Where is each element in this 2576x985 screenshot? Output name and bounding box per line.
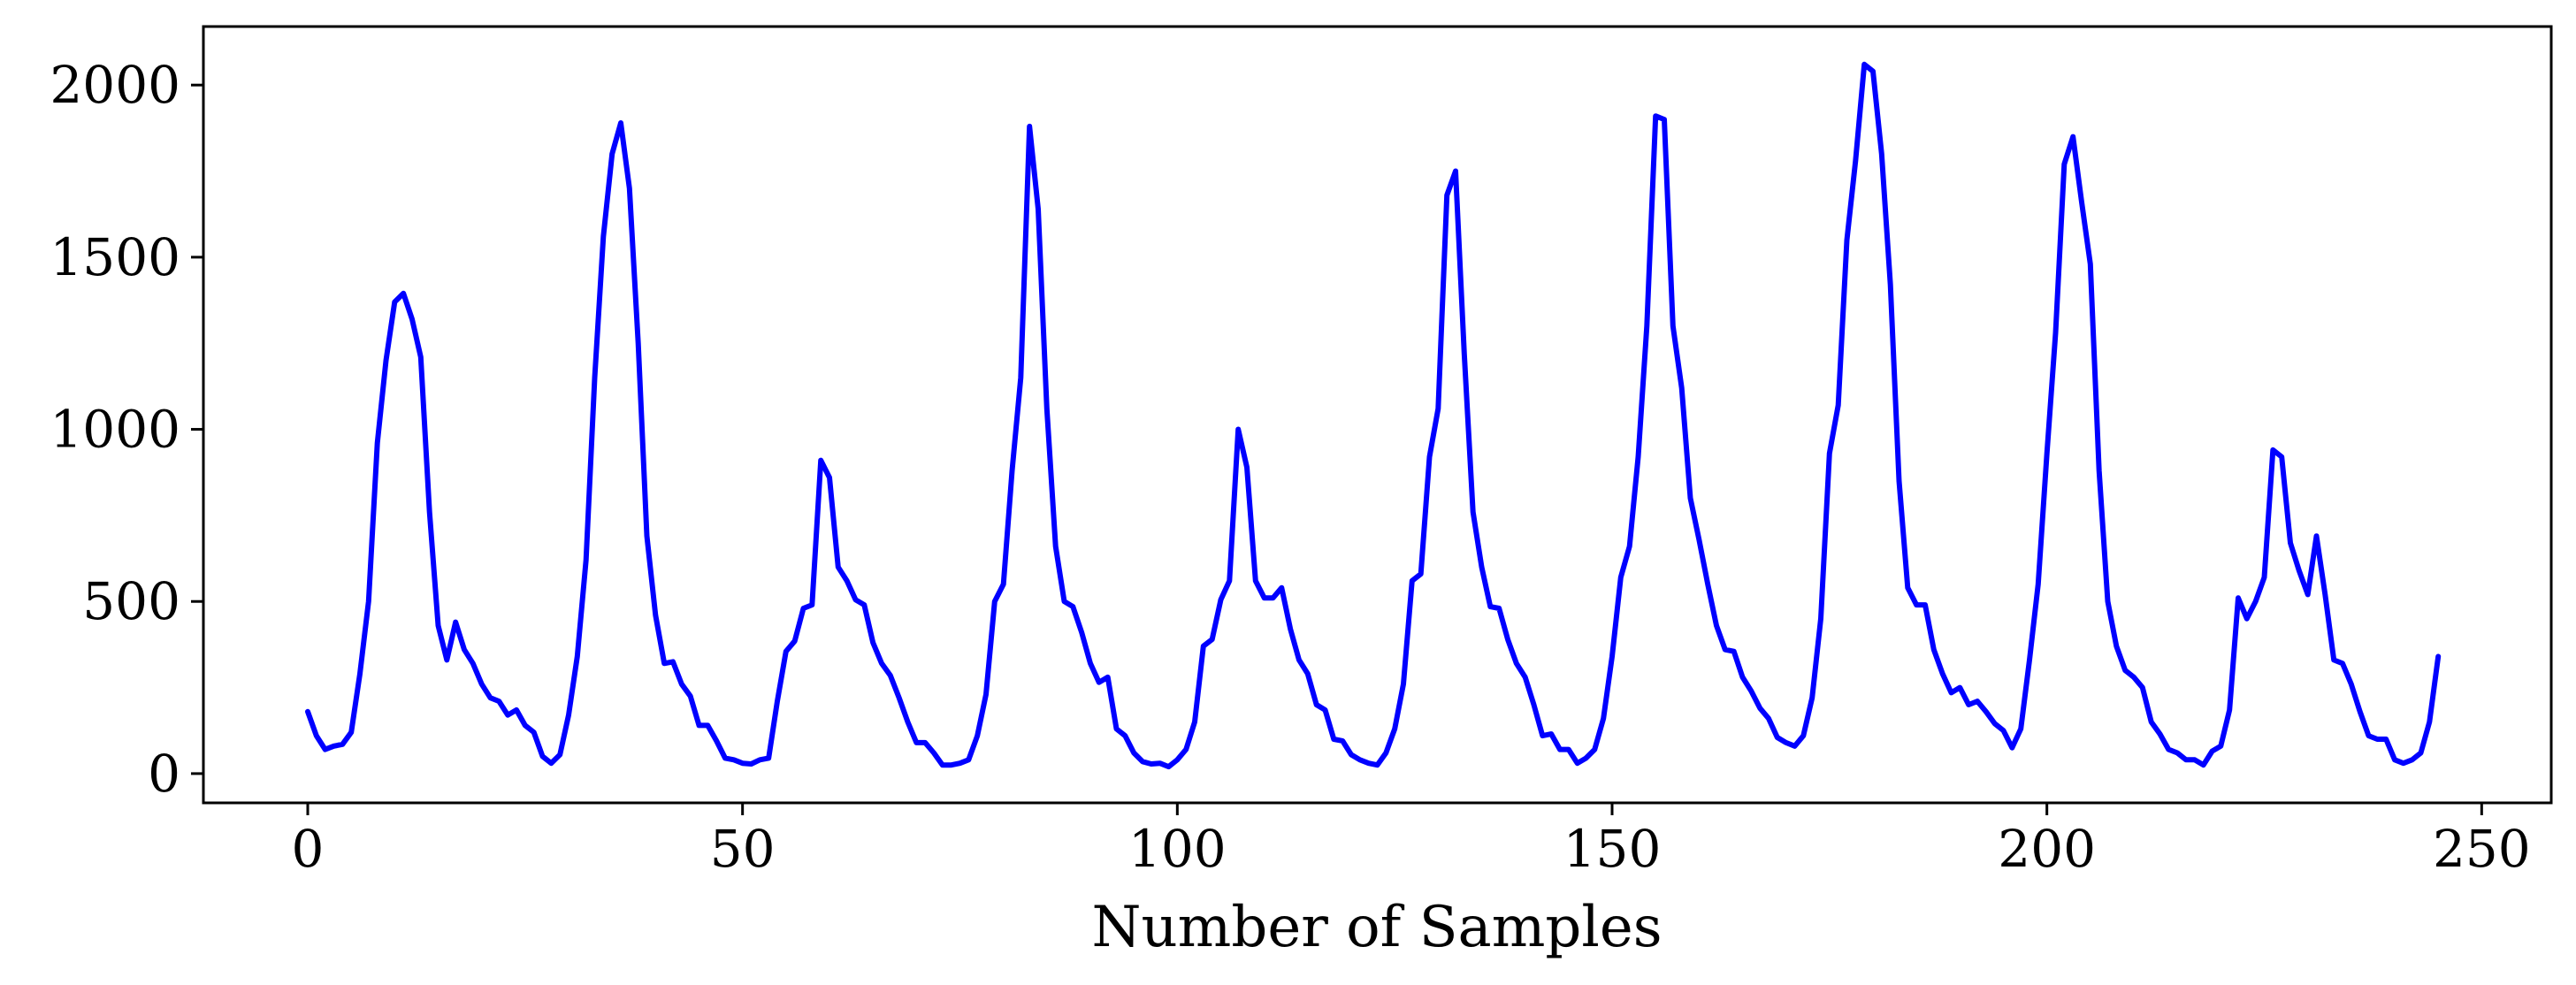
x-tick-label: 150 bbox=[1563, 819, 1662, 879]
x-axis-label: Number of Samples bbox=[1091, 895, 1662, 960]
y-tick-label: 0 bbox=[148, 744, 180, 804]
axis-ticks: 0 50 100 150 200 250 0 500 1000 1500 2000 bbox=[50, 55, 2530, 879]
x-tick-label: 200 bbox=[1998, 819, 2096, 879]
x-tick-label: 50 bbox=[710, 819, 776, 879]
x-tick-label: 250 bbox=[2433, 819, 2531, 879]
y-tick-label: 1500 bbox=[50, 227, 180, 287]
series-line bbox=[305, 61, 2442, 770]
x-tick-label: 0 bbox=[292, 819, 325, 879]
x-tick-label: 100 bbox=[1128, 819, 1227, 879]
plot-frame bbox=[202, 25, 2553, 805]
y-tick-label: 500 bbox=[82, 571, 180, 631]
y-tick-label: 2000 bbox=[50, 55, 180, 115]
y-tick-label: 1000 bbox=[50, 400, 180, 460]
